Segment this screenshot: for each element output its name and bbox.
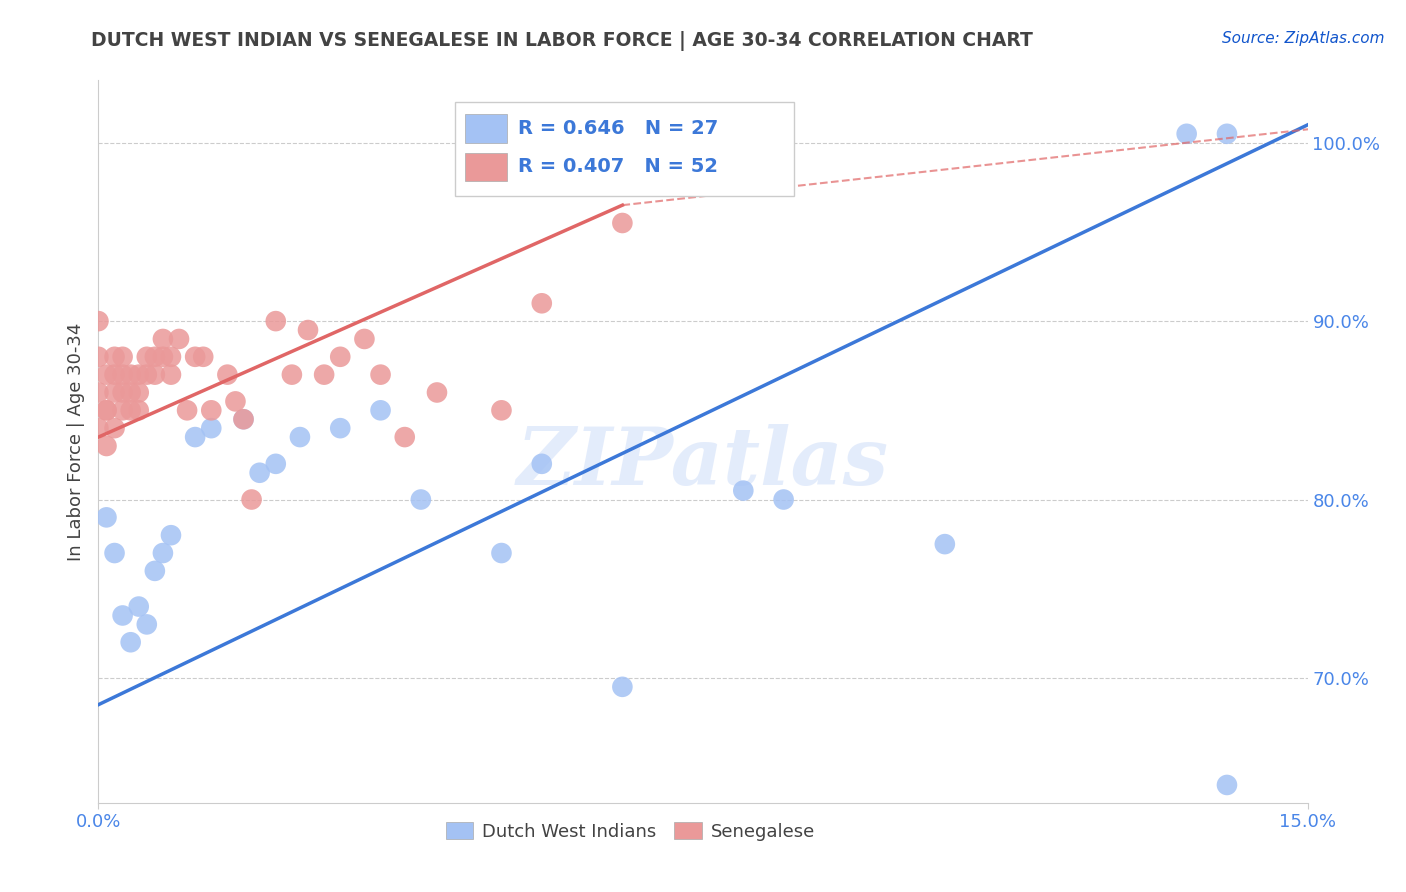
Point (491, 403, 513, 417)
Point (426, 385, 449, 400)
Point (530, 296, 553, 310)
Point (120, 368, 142, 382)
Point (152, 546, 174, 560)
Point (353, 332, 375, 346)
Point (491, 546, 513, 560)
Point (160, 528, 183, 542)
Point (200, 403, 222, 417)
Point (111, 350, 134, 364)
Text: R = 0.646   N = 27: R = 0.646 N = 27 (517, 120, 718, 138)
Point (329, 421, 352, 435)
Point (772, 492, 794, 507)
Point (135, 617, 157, 632)
Point (167, 332, 190, 346)
Point (120, 385, 142, 400)
Point (111, 608, 134, 623)
Point (160, 350, 183, 364)
Point (135, 350, 157, 364)
Point (314, 368, 336, 382)
Point (184, 430, 207, 444)
Point (128, 368, 150, 382)
Point (288, 430, 311, 444)
Y-axis label: In Labor Force | Age 30-34: In Labor Force | Age 30-34 (66, 322, 84, 561)
Point (200, 421, 222, 435)
Point (232, 412, 254, 426)
Point (184, 350, 207, 364)
Point (240, 492, 263, 507)
Point (96, 403, 118, 417)
Point (264, 314, 287, 328)
Point (103, 350, 125, 364)
Point (176, 403, 198, 417)
Point (111, 385, 134, 400)
Point (128, 403, 150, 417)
Point (733, 483, 755, 498)
Point (135, 368, 157, 382)
Point (530, 457, 553, 471)
Point (143, 564, 166, 578)
Point (394, 430, 416, 444)
Point (87, 421, 110, 435)
Point (1376, 189, 1399, 203)
Point (103, 421, 125, 435)
Point (152, 332, 174, 346)
Point (87, 350, 110, 364)
Point (103, 546, 125, 560)
Text: DUTCH WEST INDIAN VS SENEGALESE IN LABOR FORCE | AGE 30-34 CORRELATION CHART: DUTCH WEST INDIAN VS SENEGALESE IN LABOR… (91, 31, 1033, 51)
Point (249, 466, 271, 480)
Point (120, 635, 142, 649)
Point (103, 385, 125, 400)
Point (143, 350, 166, 364)
Point (120, 403, 142, 417)
Point (143, 368, 166, 382)
Text: R = 0.407   N = 52: R = 0.407 N = 52 (517, 158, 718, 177)
Point (96, 368, 118, 382)
Point (87, 385, 110, 400)
Point (193, 350, 215, 364)
Point (96, 403, 118, 417)
Point (103, 368, 125, 382)
Point (111, 403, 134, 417)
Point (96, 510, 118, 524)
Point (329, 350, 352, 364)
Point (160, 368, 183, 382)
Point (96, 439, 118, 453)
Point (87, 314, 110, 328)
Point (128, 385, 150, 400)
Point (1216, 778, 1239, 792)
Point (152, 350, 174, 364)
Point (1175, 127, 1198, 141)
Point (128, 599, 150, 614)
Point (111, 368, 134, 382)
FancyBboxPatch shape (465, 114, 508, 143)
Point (612, 216, 634, 230)
FancyBboxPatch shape (465, 153, 508, 181)
Point (370, 368, 392, 382)
Point (232, 412, 254, 426)
FancyBboxPatch shape (456, 102, 793, 196)
Point (612, 680, 634, 694)
Point (1216, 127, 1239, 141)
Point (409, 492, 432, 507)
Point (297, 323, 319, 337)
Point (264, 457, 287, 471)
Point (224, 394, 246, 409)
Text: ZIPatlas: ZIPatlas (517, 425, 889, 502)
Legend: Dutch West Indians, Senegalese: Dutch West Indians, Senegalese (439, 815, 823, 848)
Point (934, 537, 956, 551)
Point (281, 368, 304, 382)
Point (370, 403, 392, 417)
Text: Source: ZipAtlas.com: Source: ZipAtlas.com (1222, 31, 1385, 46)
Point (217, 368, 239, 382)
